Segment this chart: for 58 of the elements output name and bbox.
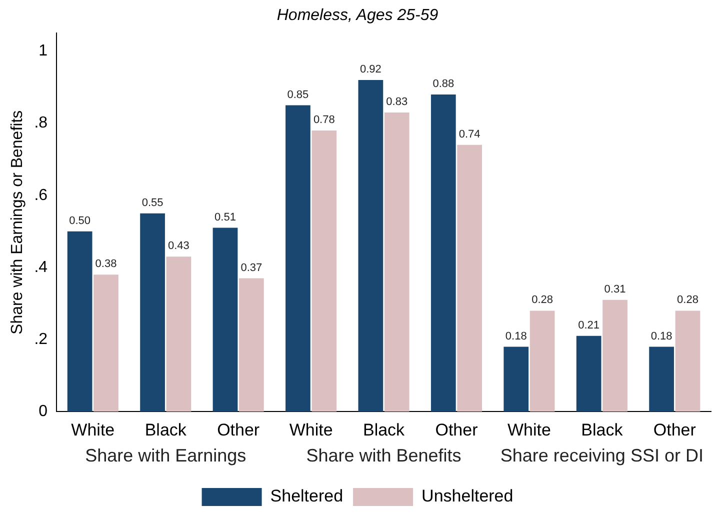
bar xyxy=(166,256,192,412)
bar xyxy=(67,231,92,412)
data-label: 0.50 xyxy=(69,214,91,227)
y-tick-label: .2 xyxy=(34,330,48,348)
data-label: 0.18 xyxy=(505,330,527,342)
data-label: 0.28 xyxy=(677,294,698,306)
data-label: 0.78 xyxy=(313,114,335,126)
x-tick-label: White xyxy=(507,420,551,440)
data-label: 0.38 xyxy=(95,258,117,270)
bar xyxy=(384,112,410,412)
bar xyxy=(430,94,456,412)
data-label: 0.18 xyxy=(650,330,672,342)
text: Share with Earnings xyxy=(85,446,246,466)
x-tick-label: White xyxy=(71,420,115,440)
data-label: 0.51 xyxy=(214,211,236,224)
bar xyxy=(94,274,118,412)
data-label: 0.43 xyxy=(168,240,190,252)
y-tick-label: 0 xyxy=(38,403,48,420)
data-label: 0.88 xyxy=(432,78,454,90)
x-tick-label: Black xyxy=(581,420,624,440)
x-tick-label: Other xyxy=(217,420,260,440)
bar xyxy=(238,278,264,412)
bar xyxy=(312,130,337,412)
bar xyxy=(358,80,384,412)
y-tick-label: .4 xyxy=(34,258,48,276)
x-tick-label: White xyxy=(289,420,333,440)
data-label: 0.37 xyxy=(240,262,262,274)
bar xyxy=(602,300,628,412)
bar xyxy=(140,213,165,412)
y-tick-label: 1 xyxy=(38,42,48,60)
legend-label: Unsheltered xyxy=(422,486,514,506)
data-label: 0.55 xyxy=(142,196,164,209)
x-tick-label: Black xyxy=(144,420,187,440)
x-tick-label: Other xyxy=(653,420,696,440)
data-label: 0.85 xyxy=(287,88,309,101)
text: Share with Benefits xyxy=(306,446,462,466)
data-label: 0.92 xyxy=(360,64,382,76)
bar xyxy=(286,105,310,412)
data-label: 0.21 xyxy=(578,319,600,332)
bar xyxy=(649,346,674,412)
data-label: 0.74 xyxy=(458,128,480,140)
bar xyxy=(675,310,700,412)
data-label: 0.31 xyxy=(604,283,626,296)
chart-title: Homeless, Ages 25-59 xyxy=(276,7,438,24)
bar xyxy=(212,228,238,412)
data-label: 0.83 xyxy=(386,96,408,108)
bar xyxy=(530,310,555,412)
y-tick-label: .8 xyxy=(34,114,48,132)
x-tick-label: Black xyxy=(362,420,406,440)
y-axis-title: Share with Earnings or Benefits xyxy=(9,110,26,334)
bar xyxy=(457,144,482,412)
legend-label: Sheltered xyxy=(270,486,344,506)
bar xyxy=(576,336,602,412)
bar xyxy=(504,346,529,412)
data-label: 0.28 xyxy=(532,294,554,306)
y-tick-label: .6 xyxy=(34,186,48,204)
text: Share receiving SSI or DI xyxy=(500,446,704,466)
x-tick-label: Other xyxy=(435,420,478,440)
